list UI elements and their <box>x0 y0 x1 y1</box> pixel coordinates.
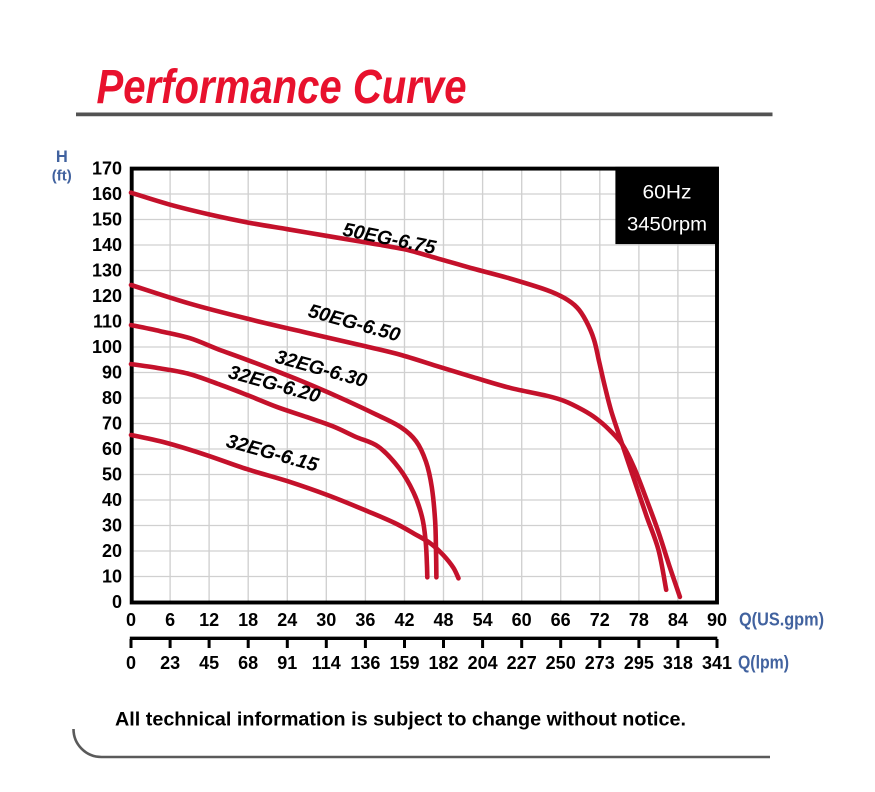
svg-text:250: 250 <box>546 653 576 673</box>
svg-text:All technical information is s: All technical information is subject to … <box>115 709 686 731</box>
svg-text:45: 45 <box>199 653 219 673</box>
svg-text:78: 78 <box>629 610 649 630</box>
svg-text:10: 10 <box>102 567 122 587</box>
svg-text:170: 170 <box>92 159 122 179</box>
svg-text:23: 23 <box>160 653 180 673</box>
svg-text:0: 0 <box>112 592 122 612</box>
svg-text:60: 60 <box>102 439 122 459</box>
svg-text:341: 341 <box>702 653 732 673</box>
svg-text:30: 30 <box>102 516 122 536</box>
svg-text:273: 273 <box>585 653 615 673</box>
svg-text:295: 295 <box>624 653 654 673</box>
svg-text:72: 72 <box>590 610 610 630</box>
svg-text:6: 6 <box>165 610 175 630</box>
svg-text:160: 160 <box>92 184 122 204</box>
svg-text:159: 159 <box>389 653 419 673</box>
svg-text:Q(lpm): Q(lpm) <box>738 653 789 673</box>
svg-text:318: 318 <box>663 653 693 673</box>
svg-text:130: 130 <box>92 261 122 281</box>
svg-text:H: H <box>56 148 68 166</box>
svg-text:136: 136 <box>350 653 380 673</box>
svg-text:204: 204 <box>468 653 498 673</box>
svg-text:80: 80 <box>102 388 122 408</box>
svg-text:3450rpm: 3450rpm <box>627 215 707 236</box>
svg-text:30: 30 <box>316 610 336 630</box>
svg-text:Q(US.gpm): Q(US.gpm) <box>739 610 824 630</box>
svg-text:48: 48 <box>433 610 453 630</box>
svg-text:60Hz: 60Hz <box>643 183 692 204</box>
svg-text:68: 68 <box>238 653 258 673</box>
svg-text:54: 54 <box>473 610 493 630</box>
svg-text:114: 114 <box>312 653 341 673</box>
svg-text:100: 100 <box>92 337 122 357</box>
svg-text:0: 0 <box>126 653 136 673</box>
svg-text:36: 36 <box>355 610 375 630</box>
svg-text:140: 140 <box>92 235 122 255</box>
svg-text:Performance Curve: Performance Curve <box>97 61 467 114</box>
svg-text:0: 0 <box>126 610 136 630</box>
svg-text:60: 60 <box>512 610 532 630</box>
svg-text:20: 20 <box>102 541 122 561</box>
svg-text:(ft): (ft) <box>52 168 72 185</box>
svg-text:227: 227 <box>507 653 537 673</box>
svg-text:18: 18 <box>238 610 258 630</box>
svg-text:50: 50 <box>102 465 122 485</box>
svg-text:84: 84 <box>668 610 688 630</box>
svg-text:110: 110 <box>93 312 122 332</box>
svg-text:24: 24 <box>277 610 297 630</box>
svg-text:91: 91 <box>277 653 297 673</box>
svg-text:70: 70 <box>102 414 122 434</box>
svg-text:150: 150 <box>92 210 122 230</box>
svg-text:182: 182 <box>428 653 458 673</box>
svg-text:66: 66 <box>551 610 571 630</box>
svg-text:90: 90 <box>707 610 727 630</box>
svg-text:120: 120 <box>92 286 122 306</box>
svg-text:40: 40 <box>102 490 122 510</box>
svg-text:12: 12 <box>199 610 219 630</box>
svg-text:42: 42 <box>394 610 414 630</box>
svg-text:90: 90 <box>102 363 122 383</box>
